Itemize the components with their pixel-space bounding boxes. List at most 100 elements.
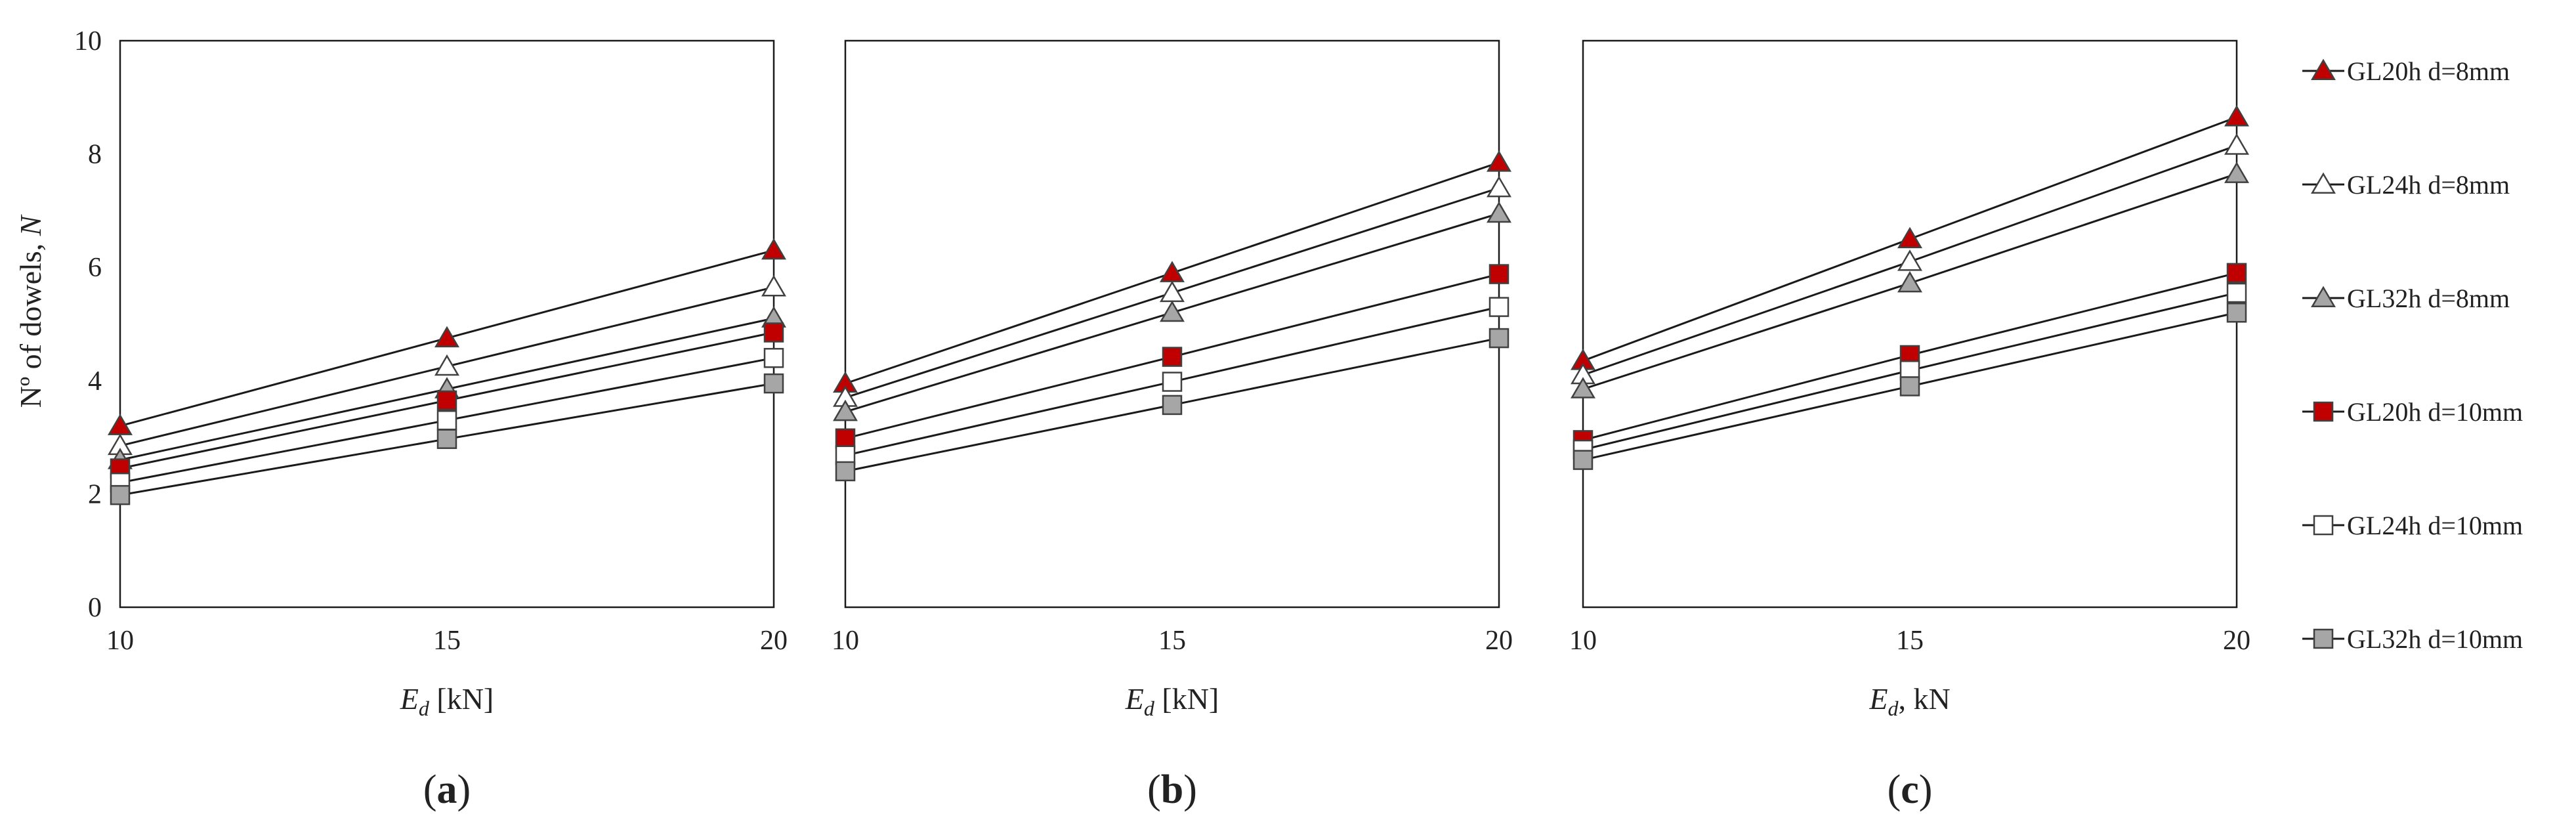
panel-label-close: ) [1183, 767, 1197, 812]
data-point [434, 354, 459, 376]
chart-panel-a: 0 2 4 6 8 10 10 15 20 Ed [kN] (a) [74, 26, 788, 812]
panel-label-letter: c [1901, 767, 1919, 812]
y-tick-label: 10 [74, 26, 102, 56]
x-tick-label: 15 [433, 626, 461, 656]
data-point [1573, 450, 1594, 470]
x-axis-label-subscript: d [1888, 697, 1899, 720]
y-tick-label: 8 [88, 140, 102, 170]
data-point [1160, 280, 1185, 303]
data-point [1571, 377, 1595, 398]
x-tick-label: 15 [1158, 626, 1186, 656]
x-tick-label: 10 [832, 626, 859, 656]
data-point [1897, 270, 1922, 293]
data-point [835, 428, 856, 449]
data-point [1899, 376, 1920, 397]
legend-label: GL20h d=8mm [2347, 56, 2510, 86]
plot-frame [1582, 39, 2238, 609]
x-tick-label: 20 [760, 626, 788, 656]
panel-label-open: ( [1147, 767, 1161, 812]
legend-item: GL20h d=10mm [2302, 397, 2523, 427]
x-axis-label-variable: E [1869, 682, 1888, 716]
data-point [1162, 372, 1183, 392]
y-tick-label: 0 [88, 593, 102, 623]
data-point [763, 373, 784, 394]
data-point [2226, 263, 2247, 284]
data-point [1487, 150, 1511, 172]
y-axis-label: Nº of dowels, N [14, 214, 47, 408]
x-axis-label: Ed [kN] [400, 682, 494, 720]
x-tick-label: 15 [1896, 626, 1924, 656]
legend-marker [2313, 515, 2334, 536]
data-point [2224, 133, 2249, 155]
x-tick-label: 20 [1485, 626, 1513, 656]
legend-marker [2313, 401, 2334, 422]
legend-label: GL24h d=10mm [2347, 511, 2523, 540]
panel-label: (b) [1147, 767, 1197, 812]
legend-item: GL24h d=10mm [2302, 511, 2523, 540]
panel-label-letter: a [437, 767, 457, 812]
legend-marker [2311, 286, 2336, 308]
x-tick-label: 20 [2223, 626, 2250, 656]
data-point [108, 414, 133, 435]
data-point [2226, 302, 2247, 323]
data-point [761, 274, 786, 297]
data-point [1162, 395, 1183, 416]
panel-label: (c) [1888, 767, 1933, 812]
legend: GL20h d=8mm GL24h d=8mm GL32h d=8mm GL20h d… [2302, 56, 2523, 654]
legend-item: GL32h d=8mm [2302, 284, 2510, 313]
y-tick-label: 6 [88, 253, 102, 283]
data-point [1897, 226, 1922, 249]
data-point [763, 348, 784, 368]
x-axis-label-subscript: d [419, 697, 430, 720]
legend-label: GL24h d=8mm [2347, 170, 2510, 200]
chart-panel-c: 10 15 20 Ed, kN (c) [1569, 39, 2250, 812]
x-axis-label: Ed [kN] [1125, 682, 1219, 720]
legend-label: GL20h d=10mm [2347, 397, 2523, 427]
x-tick-label: 10 [106, 626, 134, 656]
x-axis-label-variable: E [1125, 682, 1144, 716]
legend-marker [2311, 172, 2336, 194]
panel-label-open: ( [423, 767, 437, 812]
legend-label: GL32h d=8mm [2347, 284, 2510, 313]
legend-marker [2311, 58, 2336, 81]
legend-item: GL32h d=10mm [2302, 624, 2523, 654]
x-axis-label-unit: [kN] [429, 682, 494, 716]
x-axis-label-unit: [kN] [1154, 682, 1219, 716]
data-point [1489, 264, 1510, 284]
data-point [110, 484, 131, 505]
y-axis-label-text: Nº of dowels, [14, 236, 47, 408]
data-point [761, 238, 786, 260]
plot-frame [119, 39, 775, 609]
data-point [1160, 300, 1185, 322]
x-axis-label-subscript: d [1144, 697, 1155, 720]
y-axis-label-variable: N [14, 214, 47, 236]
panel-label-letter: b [1161, 767, 1183, 812]
x-axis-label-variable: E [400, 682, 419, 716]
panel-label-close: ) [1919, 767, 1933, 812]
data-point [436, 390, 457, 411]
y-tick-label: 2 [88, 479, 102, 509]
data-point [434, 326, 459, 348]
data-point [2224, 105, 2249, 127]
panel-label-close: ) [457, 767, 471, 812]
data-point [763, 322, 784, 343]
legend-item: GL24h d=8mm [2302, 170, 2510, 200]
data-point [1897, 249, 1922, 271]
data-point [436, 429, 457, 449]
data-point [1487, 175, 1511, 198]
plot-frame [844, 39, 1500, 609]
data-point [1160, 261, 1185, 282]
panel-label-open: ( [1888, 767, 1901, 812]
data-point [1162, 347, 1183, 367]
data-point [436, 410, 457, 431]
data-point [1489, 328, 1510, 349]
legend-item: GL20h d=8mm [2302, 56, 2510, 86]
legend-label: GL32h d=10mm [2347, 624, 2523, 654]
data-point [833, 399, 858, 421]
chart-panel-b: 10 15 20 Ed [kN] (b) [832, 39, 1513, 812]
data-point [2226, 282, 2247, 303]
x-axis-label: Ed, kN [1869, 682, 1950, 720]
data-point [835, 461, 856, 482]
